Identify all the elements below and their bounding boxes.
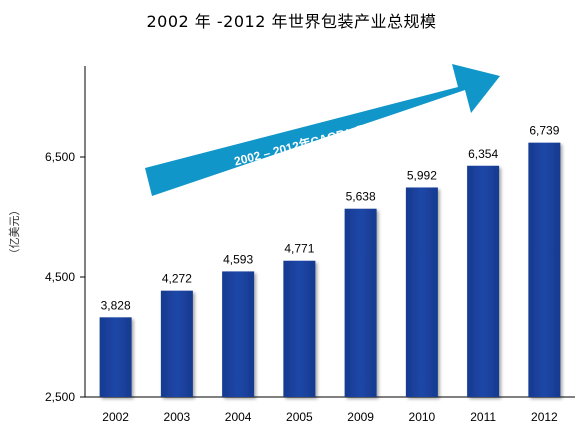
y-tick-label: 4,500 <box>45 270 75 284</box>
data-label-2009: 5,638 <box>346 190 376 204</box>
data-labels: 3,828 4,272 4,593 4,771 5,638 5,992 6,354 6,739 <box>101 124 560 313</box>
bar-2003 <box>160 290 193 397</box>
x-tick-label-2002: 2002 <box>102 410 129 424</box>
x-tick-label-2009: 2009 <box>347 410 374 424</box>
x-ticks: 2002 2003 2004 2005 2009 2010 2011 2012 <box>102 410 558 424</box>
cagr-arrow-shape <box>145 64 500 196</box>
cagr-arrow: 2002 – 2012年CAGR：5.82% <box>145 64 500 196</box>
y-axis-title: （亿美元） <box>8 205 21 260</box>
y-tick-label: 2,500 <box>45 390 75 404</box>
bars <box>99 142 561 397</box>
y-ticks: 2,500 4,500 6,500 <box>45 150 85 404</box>
bar-2011 <box>467 165 500 397</box>
y-tick-label: 6,500 <box>45 150 75 164</box>
x-tick-label-2010: 2010 <box>409 410 436 424</box>
bar-2005 <box>283 260 316 397</box>
data-label-2004: 4,593 <box>223 252 253 266</box>
bar-2010 <box>405 187 438 397</box>
x-tick-label-2005: 2005 <box>286 410 313 424</box>
data-label-2011: 6,354 <box>468 147 498 161</box>
chart-title: 2002 年 -2012 年世界包装产业总规模 <box>146 12 437 31</box>
bar-2002 <box>99 317 132 397</box>
bar-2012 <box>528 142 561 397</box>
data-label-2002: 3,828 <box>101 298 131 312</box>
x-tick-label-2012: 2012 <box>531 410 558 424</box>
data-label-2012: 6,739 <box>529 124 559 138</box>
x-tick-label-2004: 2004 <box>225 410 252 424</box>
data-label-2005: 4,771 <box>284 242 314 256</box>
bar-2009 <box>344 208 377 397</box>
bar-2004 <box>222 271 255 397</box>
data-label-2003: 4,272 <box>162 272 192 286</box>
x-tick-label-2003: 2003 <box>164 410 191 424</box>
x-tick-label-2011: 2011 <box>470 410 496 424</box>
data-label-2010: 5,992 <box>407 168 437 182</box>
